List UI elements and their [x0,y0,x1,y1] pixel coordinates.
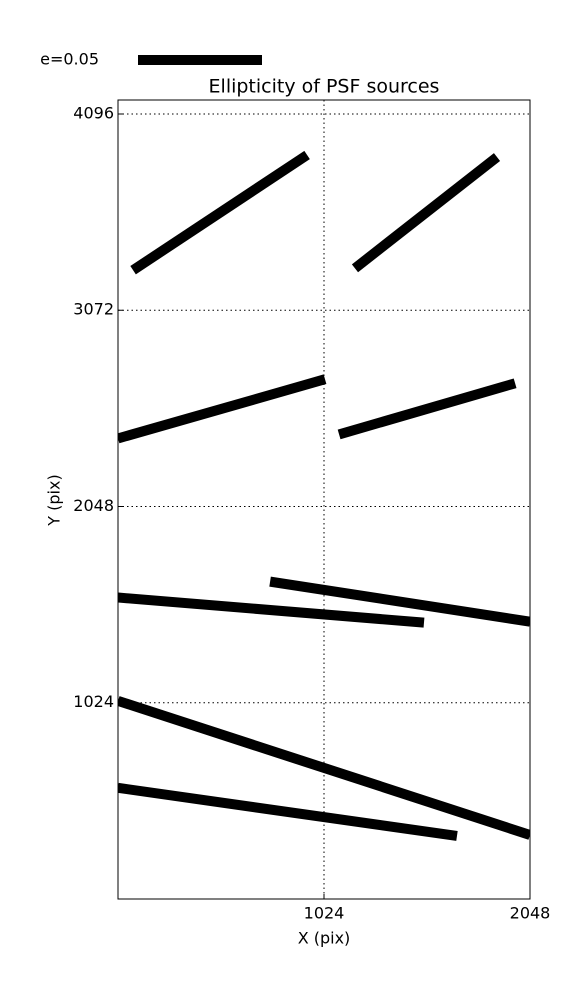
whisker [351,153,501,273]
whisker [118,696,530,840]
whisker [337,378,517,440]
whisker [130,150,310,275]
whisker [269,576,530,627]
whisker [118,782,458,841]
x-tick-label: 1024 [304,904,345,923]
y-axis-label: Y (pix) [45,474,64,526]
chart-title: Ellipticity of PSF sources [209,76,440,98]
whisker [118,592,425,628]
x-axis-label: X (pix) [298,929,351,948]
y-tick-label: 4096 [73,103,114,122]
y-tick-label: 3072 [73,300,114,319]
plot-frame [117,99,531,900]
y-tick-label: 1024 [73,692,114,711]
y-tick-label: 2048 [73,496,114,515]
x-tick-label: 2048 [510,904,551,923]
legend-label: e=0.05 [40,50,99,69]
whisker [118,374,327,444]
